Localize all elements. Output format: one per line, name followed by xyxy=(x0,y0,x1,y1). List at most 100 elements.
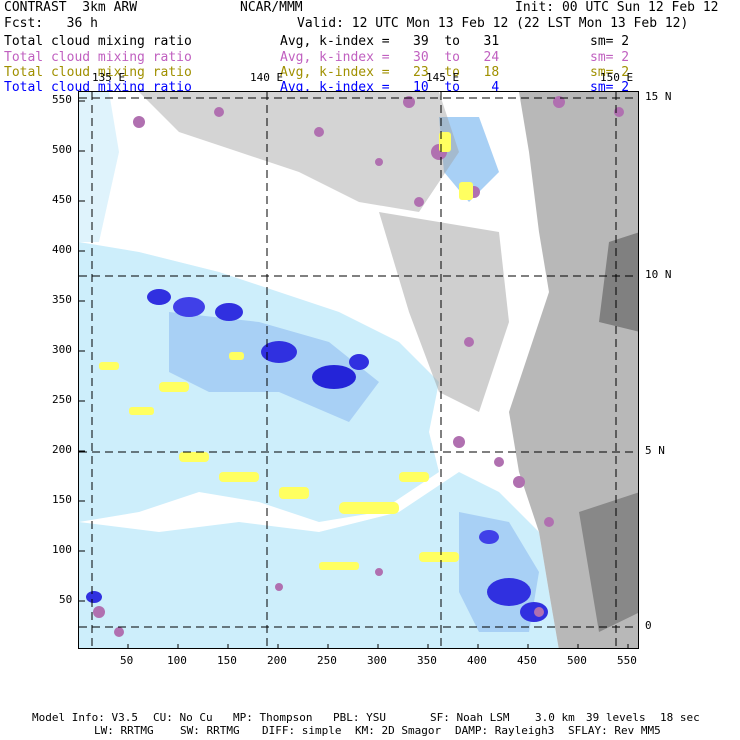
deep-core-7 xyxy=(487,578,531,606)
deep-core-6 xyxy=(349,354,369,370)
legend-smoothing-3: sm= 2 xyxy=(590,65,630,80)
footer-cumulus: CU: No Cu xyxy=(153,711,213,724)
lat-label-10n: 10 N xyxy=(645,268,672,281)
footer-microphysics: MP: Thompson xyxy=(233,711,313,724)
x-tick-label: 50 xyxy=(120,654,134,667)
footer-diffusion: DIFF: simple xyxy=(262,724,342,737)
footer-longwave: LW: RRTMG xyxy=(94,724,154,737)
low-cloud-southeast xyxy=(579,492,638,632)
deep-core-1 xyxy=(147,289,171,305)
x-tick-label: 100 xyxy=(167,654,187,667)
forecast-hour: Fcst: 36 h xyxy=(4,16,98,31)
footer-surface: SF: Noah LSM xyxy=(430,711,510,724)
axis-ticks xyxy=(79,100,629,648)
deep-core-2 xyxy=(173,297,205,317)
legend-smoothing-2: sm= 2 xyxy=(590,50,630,65)
cloud-map xyxy=(78,91,639,649)
x-tick-label: 150 xyxy=(217,654,237,667)
footer-shortwave: SW: RRTMG xyxy=(180,724,240,737)
deep-core-9 xyxy=(479,530,499,544)
y-tick-label: 450 xyxy=(52,193,72,206)
yellow-cloud-patch xyxy=(419,552,459,562)
y-tick-label: 50 xyxy=(59,593,73,606)
high-cloud-blue-band xyxy=(169,312,379,422)
legend-field-2: Total cloud mixing ratio xyxy=(4,50,192,65)
mid-cloud-spot xyxy=(453,436,465,448)
mid-cloud-spot xyxy=(544,517,554,527)
deep-core-3 xyxy=(215,303,243,321)
yellow-cloud-patch xyxy=(439,132,451,152)
yellow-cloud-patch xyxy=(179,452,209,462)
lon-label-135e: 135 E xyxy=(92,71,126,84)
lon-label-140e: 140 E xyxy=(250,71,284,84)
low-cloud-ridge xyxy=(599,232,638,332)
y-tick-label: 300 xyxy=(52,343,72,356)
mid-cloud-spot xyxy=(414,197,424,207)
low-cloud-central xyxy=(379,212,509,412)
lon-label-145e: 145 E xyxy=(426,71,460,84)
footer-km: KM: 2D Smagor xyxy=(355,724,442,737)
legend-levels-2: Avg, k-index = 30 to 24 xyxy=(280,50,500,65)
footer-sflay: SFLAY: Rev MM5 xyxy=(568,724,661,737)
footer-model-info: Model Info: V3.5 xyxy=(32,711,138,724)
mid-cloud-spot xyxy=(114,627,124,637)
y-tick-label: 250 xyxy=(52,393,72,406)
footer-timestep: 18 sec xyxy=(660,711,700,724)
lat-label-0: 0 xyxy=(645,619,652,632)
y-tick-label: 500 xyxy=(52,143,72,156)
legend-field-3: Total cloud mixing ratio xyxy=(4,65,192,80)
y-tick-label: 550 xyxy=(52,93,72,106)
footer-resolution: 3.0 km xyxy=(535,711,575,724)
legend-levels-3: Avg, k-index = 23 to 18 xyxy=(280,65,500,80)
x-tick-label: 300 xyxy=(367,654,387,667)
x-tick-label: 350 xyxy=(417,654,437,667)
lon-label-150e: 150 E xyxy=(600,71,634,84)
mid-cloud-spot xyxy=(534,607,544,617)
mid-cloud-spot xyxy=(214,107,224,117)
mid-cloud-spot xyxy=(275,583,283,591)
legend-levels-1: Avg, k-index = 39 to 31 xyxy=(280,34,500,49)
lat-label-5n: 5 N xyxy=(645,444,665,457)
yellow-cloud-layer xyxy=(99,132,473,570)
mid-cloud-spot xyxy=(513,476,525,488)
y-tick-label: 400 xyxy=(52,243,72,256)
mid-cloud-spot xyxy=(133,116,145,128)
mid-cloud-spot xyxy=(375,568,383,576)
x-tick-label: 200 xyxy=(267,654,287,667)
cloud-field-svg xyxy=(79,92,638,648)
x-tick-label: 550 xyxy=(617,654,637,667)
high-cloud-region-south xyxy=(79,472,559,648)
x-tick-label: 500 xyxy=(567,654,587,667)
lat-lon-grid xyxy=(79,92,638,648)
x-tick-label: 450 xyxy=(517,654,537,667)
high-cloud-region-north xyxy=(79,92,119,242)
footer-damping: DAMP: Rayleigh3 xyxy=(455,724,555,737)
y-tick-label: 200 xyxy=(52,443,72,456)
yellow-cloud-patch xyxy=(219,472,259,482)
high-cloud-blue-east xyxy=(439,117,499,202)
mid-cloud-spot xyxy=(403,96,415,108)
legend-field-1: Total cloud mixing ratio xyxy=(4,34,192,49)
yellow-cloud-patch xyxy=(319,562,359,570)
mid-cloud-spot xyxy=(464,337,474,347)
valid-time: Valid: 12 UTC Mon 13 Feb 12 (22 LST Mon … xyxy=(297,16,689,31)
mid-cloud-layer xyxy=(93,96,624,637)
mid-cloud-spot xyxy=(553,96,565,108)
lat-label-15n: 15 N xyxy=(645,90,672,103)
yellow-cloud-patch xyxy=(459,182,473,200)
yellow-cloud-patch xyxy=(399,472,429,482)
low-cloud-northwest xyxy=(139,92,459,212)
yellow-cloud-patch xyxy=(279,487,309,499)
footer-levels: 39 levels xyxy=(586,711,646,724)
low-cloud-layer xyxy=(139,92,638,648)
yellow-cloud-patch xyxy=(159,382,189,392)
mid-cloud-spot xyxy=(314,127,324,137)
mid-cloud-spot xyxy=(93,606,105,618)
init-time: Init: 00 UTC Sun 12 Feb 12 xyxy=(515,0,719,15)
deep-core-10 xyxy=(86,591,102,603)
legend-smoothing-1: sm= 2 xyxy=(590,34,630,49)
deep-core-5 xyxy=(312,365,356,389)
y-tick-label: 150 xyxy=(52,493,72,506)
deep-cloud-cores xyxy=(86,289,548,622)
y-tick-label: 350 xyxy=(52,293,72,306)
